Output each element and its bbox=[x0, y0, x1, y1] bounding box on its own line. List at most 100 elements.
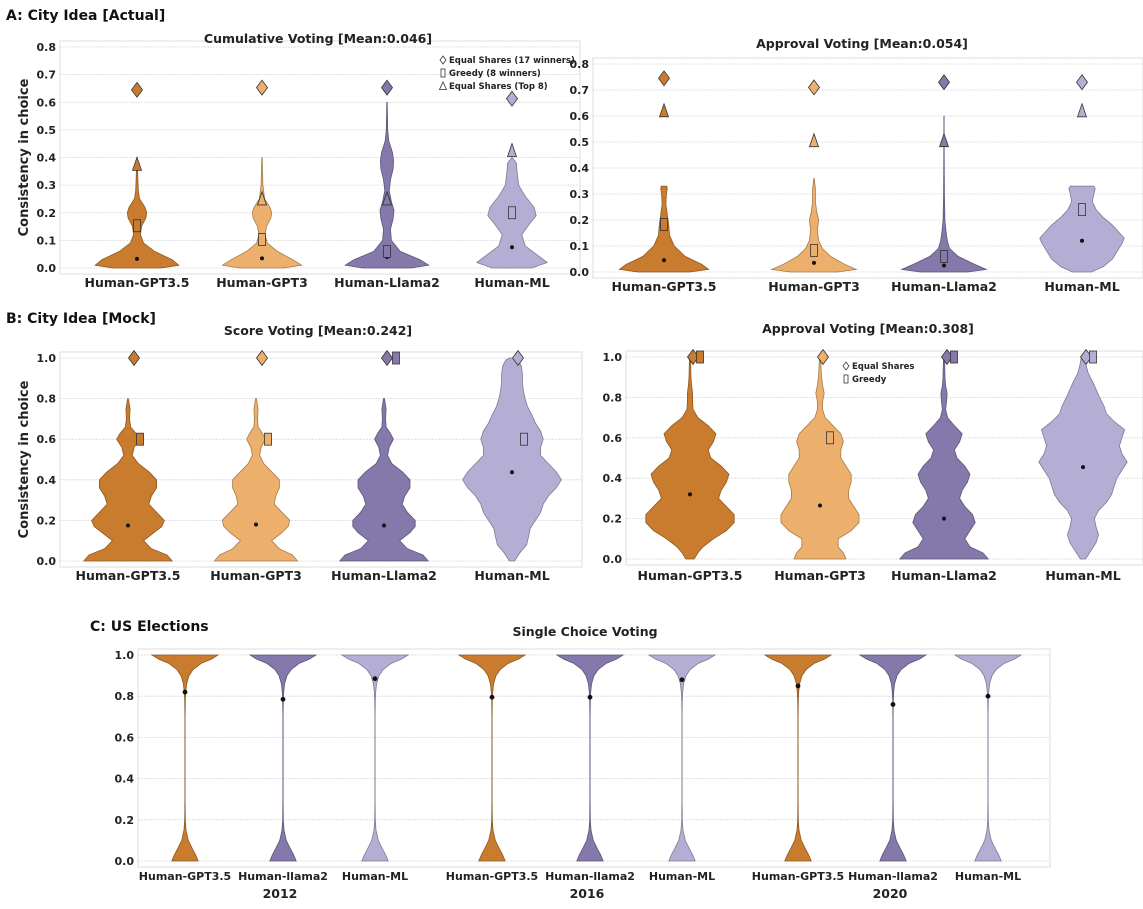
y-tick-label: 0.3 bbox=[37, 179, 57, 192]
mean-point bbox=[1081, 465, 1085, 470]
category-label: Human-GPT3.5 bbox=[76, 568, 181, 583]
violin-human-ml bbox=[647, 654, 717, 862]
violin-human-ml bbox=[1038, 356, 1128, 560]
mean-point bbox=[818, 503, 822, 508]
category-label: Human-llama2 bbox=[848, 870, 938, 883]
plot-frame bbox=[59, 351, 583, 568]
legend-label: Equal Shares bbox=[852, 362, 914, 372]
y-tick-label: 0.2 bbox=[570, 214, 590, 227]
marker-greedy bbox=[383, 245, 391, 258]
y-tick-label: 0.8 bbox=[603, 391, 623, 404]
category-label: Human-GPT3.5 bbox=[85, 275, 190, 290]
plot-frame bbox=[625, 350, 1143, 566]
category-label: Human-GPT3.5 bbox=[446, 870, 538, 883]
category-label: Human-ML bbox=[1045, 568, 1120, 583]
panel-title: Single Choice Voting bbox=[512, 624, 657, 639]
y-tick-label: 0.7 bbox=[570, 84, 590, 97]
y-tick-label: 0.0 bbox=[37, 262, 57, 275]
y-tick-label: 0.2 bbox=[115, 814, 135, 827]
marker-equal-shares-top8 bbox=[658, 102, 670, 118]
mean-point bbox=[280, 696, 286, 702]
y-tick-label: 0.8 bbox=[37, 393, 57, 406]
plot-frame bbox=[137, 648, 1051, 868]
violin-human-gpt3.5 bbox=[645, 356, 735, 560]
y-tick-label: 0.0 bbox=[570, 266, 590, 279]
y-tick-label: 0.7 bbox=[37, 69, 57, 82]
marker-equal-shares bbox=[506, 90, 518, 107]
violin-human-gpt3 bbox=[221, 157, 303, 269]
violin-human-llama2 bbox=[900, 115, 988, 273]
marker-equal-shares bbox=[808, 79, 820, 96]
y-tick-label: 0.4 bbox=[603, 472, 623, 485]
y-tick-label: 0.5 bbox=[570, 136, 590, 149]
marker-equal-shares bbox=[938, 74, 950, 91]
legend-diamond-icon bbox=[842, 361, 850, 371]
panel-title: Score Voting [Mean:0.242] bbox=[224, 323, 412, 338]
marker-equal-shares bbox=[128, 349, 140, 367]
marker-greedy bbox=[136, 432, 144, 446]
y-tick-label: 1.0 bbox=[37, 352, 57, 365]
y-tick-label: 0.6 bbox=[115, 731, 135, 744]
y-tick-label: 0.6 bbox=[37, 433, 57, 446]
category-label: Human-ML bbox=[1044, 279, 1119, 294]
panel-cumulative-voting: 0.0 0.1 0.2 0.3 0.4 0.5 0.6 0.7 0.8 Cumulative Vo… bbox=[17, 31, 581, 290]
legend-label: Greedy bbox=[852, 375, 887, 385]
mean-point bbox=[662, 258, 666, 263]
y-tick-label: 0.8 bbox=[115, 690, 135, 703]
mean-point bbox=[1080, 238, 1084, 243]
marker-equal-shares bbox=[381, 79, 393, 96]
marker-greedy bbox=[508, 206, 516, 220]
marker-equal-shares-top8 bbox=[1076, 102, 1088, 118]
y-tick-label: 0.2 bbox=[603, 513, 623, 526]
category-label: Human-ML bbox=[474, 275, 549, 290]
mean-point bbox=[182, 689, 188, 695]
section-label-c: C: US Elections bbox=[90, 619, 209, 635]
year-label: 2020 bbox=[873, 886, 908, 901]
marker-greedy bbox=[660, 218, 668, 231]
y-tick-label: 0.4 bbox=[570, 162, 590, 175]
legend-square-icon bbox=[440, 68, 446, 78]
section-label-b: B: City Idea [Mock] bbox=[6, 311, 156, 327]
marker-greedy bbox=[264, 432, 272, 446]
mean-point bbox=[795, 683, 801, 689]
mean-point bbox=[985, 693, 991, 699]
marker-equal-shares-top8 bbox=[131, 156, 143, 171]
marker-greedy bbox=[392, 351, 400, 365]
violin-human-ml bbox=[462, 357, 562, 562]
category-label: Human-GPT3.5 bbox=[638, 568, 743, 583]
marker-equal-shares bbox=[131, 81, 143, 98]
y-tick-label: 0.6 bbox=[570, 110, 590, 123]
marker-greedy bbox=[258, 233, 266, 246]
category-label: Human-ML bbox=[649, 870, 715, 883]
y-axis-label: Consistency in choice bbox=[17, 380, 32, 538]
marker-greedy bbox=[810, 244, 818, 257]
marker-equal-shares bbox=[512, 349, 524, 367]
marker-greedy bbox=[1089, 350, 1097, 364]
y-tick-label: 0.2 bbox=[37, 514, 57, 527]
y-tick-label: 0.1 bbox=[570, 240, 590, 253]
category-label: Human-GPT3 bbox=[774, 568, 866, 583]
marker-greedy bbox=[696, 350, 704, 364]
mean-point bbox=[942, 263, 946, 268]
violin-human-llama2 bbox=[898, 356, 990, 560]
category-label: Human-ML bbox=[342, 870, 408, 883]
category-label: Human-Llama2 bbox=[334, 275, 440, 290]
marker-greedy bbox=[940, 249, 948, 263]
mean-point bbox=[688, 492, 692, 497]
marker-greedy bbox=[826, 431, 834, 445]
y-axis-label: Consistency in choice bbox=[17, 78, 32, 236]
marker-greedy bbox=[133, 219, 141, 233]
y-tick-label: 0.4 bbox=[37, 152, 57, 165]
mean-point bbox=[126, 523, 130, 528]
legend-diamond-icon bbox=[439, 55, 447, 65]
section-label-a: A: City Idea [Actual] bbox=[6, 8, 165, 24]
category-label: Human-GPT3 bbox=[210, 568, 302, 583]
marker-greedy bbox=[1078, 203, 1086, 217]
mean-point bbox=[812, 260, 816, 265]
category-label: Human-GPT3 bbox=[216, 275, 308, 290]
category-label: Human-GPT3.5 bbox=[612, 279, 717, 294]
y-tick-label: 0.0 bbox=[37, 555, 57, 568]
category-label: Human-ML bbox=[955, 870, 1021, 883]
mean-point bbox=[679, 677, 685, 683]
violin-human-llama2 bbox=[338, 398, 430, 562]
